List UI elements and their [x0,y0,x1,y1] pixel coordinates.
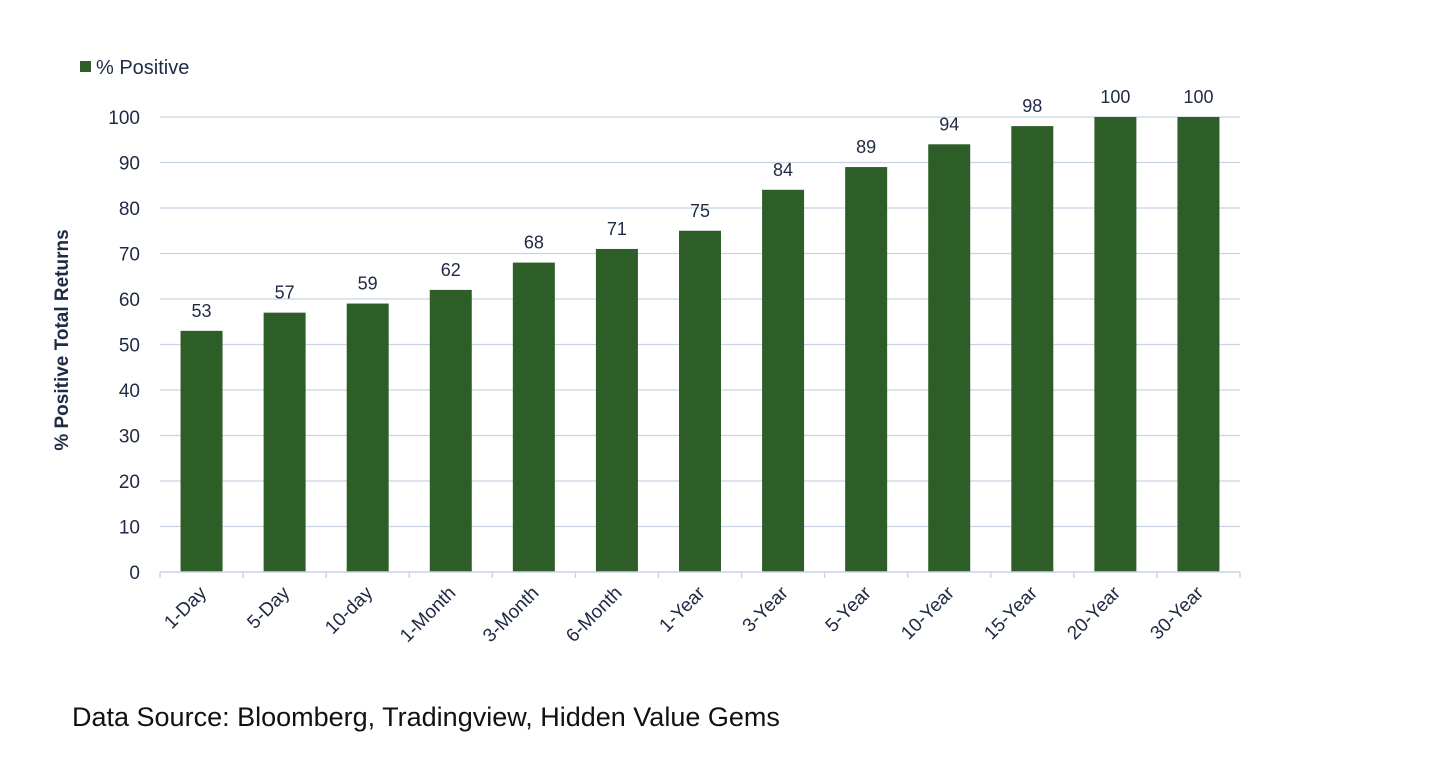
y-tick-label: 10 [119,518,140,539]
data-label-30-Year: 100 [1183,87,1213,107]
y-tick-label: 100 [108,108,140,129]
data-label-1-Year: 75 [690,201,710,221]
bar-chart: 0 10 20 30 40 50 60 70 80 90 100 53 57 59 62 68 71 75 84 8… [52,57,1241,647]
data-label-3-Year: 84 [773,160,793,180]
x-axis: 1-Day 5-Day 10-day 1-Month 3-Month 6-Month 1-Y… [159,571,1241,647]
bars [180,117,1220,573]
bar-3-Year [762,189,805,573]
data-labels: 53 57 59 62 68 71 75 84 89 94 98 100 100 [192,87,1214,321]
y-tick-label: 20 [119,472,140,493]
data-label-20-Year: 100 [1100,87,1130,107]
y-tick-label: 90 [119,154,140,175]
y-tick-label: 40 [119,381,140,402]
x-tick-label-10-Year: 10-Year [897,582,959,644]
bar-5-Day [263,312,306,572]
x-tick-label-1-Day: 1-Day [160,582,211,633]
x-tick-label-3-Year: 3-Year [739,582,793,636]
data-label-3-Month: 68 [524,233,544,253]
x-tick-label-20-Year: 20-Year [1064,582,1126,644]
y-tick-label: 70 [119,245,140,266]
bar-15-Year [1011,126,1054,572]
data-label-1-Month: 62 [441,260,461,280]
data-label-5-Day: 57 [275,283,295,303]
x-tick-label-5-Year: 5-Year [822,582,876,636]
y-tick-label: 0 [129,563,140,584]
x-tick-label-1-Year: 1-Year [656,582,710,636]
x-tick-label-5-Day: 5-Day [243,582,294,633]
y-tick-label: 60 [119,290,140,311]
data-label-10-Year: 94 [939,114,959,134]
x-tick-label-15-Year: 15-Year [980,582,1042,644]
x-tick-label-6-Month: 6-Month [562,583,626,647]
y-axis-title: % Positive Total Returns [52,229,73,450]
data-label-15-Year: 98 [1022,96,1042,116]
bar-3-Month [512,262,555,572]
bar-6-Month [595,248,638,572]
data-source-caption: Data Source: Bloomberg, Tradingview, Hid… [72,702,780,732]
x-tick-label-10-day: 10-day [321,582,377,638]
legend-swatch [80,61,91,72]
x-tick-label-3-Month: 3-Month [479,583,543,647]
y-tick-label: 30 [119,427,140,448]
bar-10-Year [928,144,971,573]
data-label-5-Year: 89 [856,137,876,157]
data-label-10-day: 59 [358,274,378,294]
y-tick-label: 50 [119,336,140,357]
data-label-1-Day: 53 [192,301,212,321]
x-tick-label-30-Year: 30-Year [1147,582,1209,644]
bar-1-Year [679,230,721,572]
data-label-6-Month: 71 [607,219,627,239]
y-tick-label: 80 [119,199,140,220]
bar-30-Year [1177,117,1220,572]
bar-20-Year [1094,117,1137,572]
bar-1-Month [429,289,472,572]
x-tick-label-1-Month: 1-Month [396,583,460,647]
legend: % Positive [80,57,189,79]
bar-10-day [346,303,389,572]
y-axis: 0 10 20 30 40 50 60 70 80 90 100 [108,108,140,584]
legend-label: % Positive [96,57,189,79]
bar-1-Day [180,330,223,572]
bar-5-Year [845,167,888,573]
